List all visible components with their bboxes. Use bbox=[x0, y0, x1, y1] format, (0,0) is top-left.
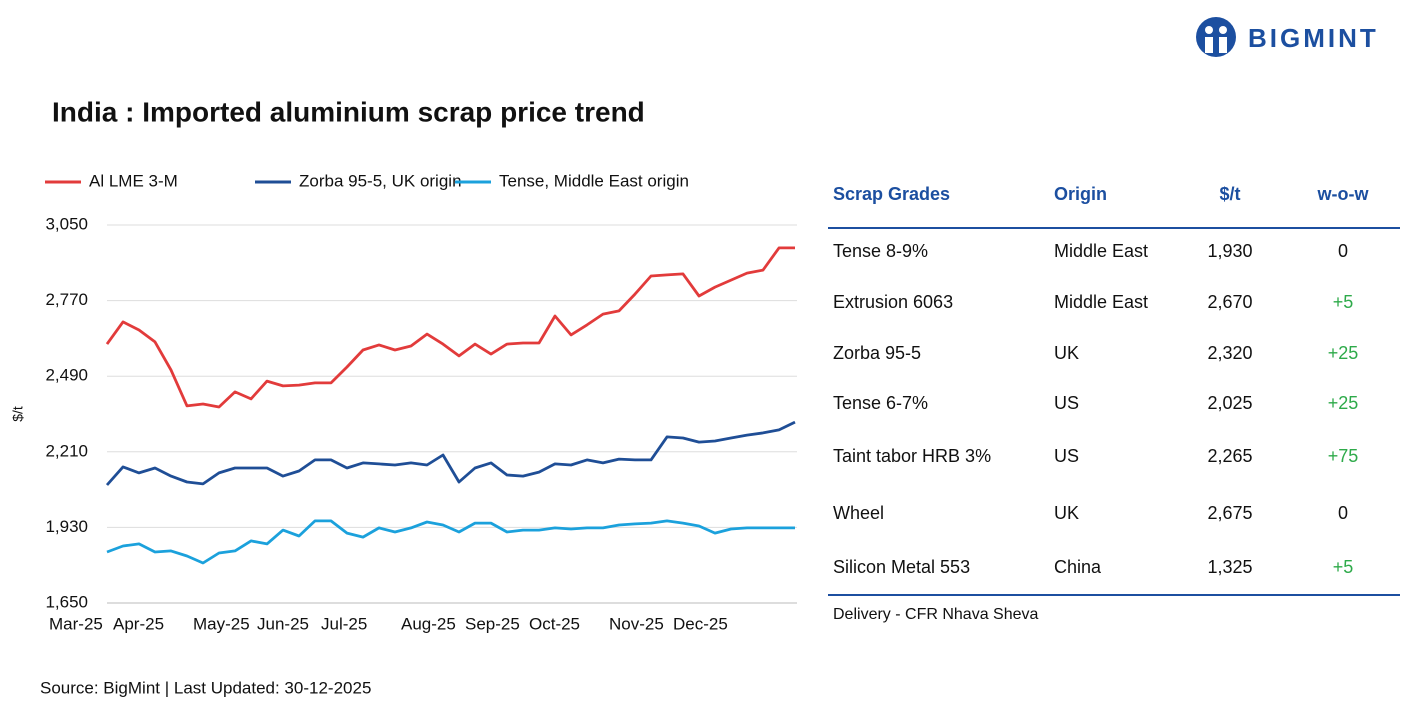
x-tick-label: Sep-25 bbox=[465, 614, 520, 633]
source: Source: BigMint | Last Updated: 30-12-20… bbox=[40, 678, 371, 697]
table-cell: Extrusion 6063 bbox=[833, 292, 953, 312]
series-line bbox=[105, 246, 795, 409]
table-header: Scrap Grades bbox=[833, 184, 950, 204]
table-cell: UK bbox=[1054, 343, 1079, 363]
table-cell: 2,025 bbox=[1207, 393, 1252, 413]
y-tick-label: 1,930 bbox=[45, 517, 88, 536]
table-note: Delivery - CFR Nhava Sheva bbox=[833, 606, 1039, 623]
table-cell: +5 bbox=[1333, 292, 1354, 312]
logo-icon bbox=[1205, 37, 1213, 53]
table-cell: +25 bbox=[1328, 343, 1359, 363]
x-tick-label: Apr-25 bbox=[113, 614, 164, 633]
table-cell: 2,320 bbox=[1207, 343, 1252, 363]
table-cell: Taint tabor HRB 3% bbox=[833, 446, 991, 466]
x-tick-label: Oct-25 bbox=[529, 614, 580, 633]
legend-label: Al LME 3-M bbox=[89, 171, 178, 190]
logo-icon bbox=[1219, 26, 1227, 34]
table-cell: Zorba 95-5 bbox=[833, 343, 921, 363]
table-cell: Middle East bbox=[1054, 241, 1148, 261]
y-axis-label: $/t bbox=[10, 406, 26, 422]
logo-icon bbox=[1196, 17, 1236, 57]
x-tick-label: Aug-25 bbox=[401, 614, 456, 633]
x-tick-label: Dec-25 bbox=[673, 614, 728, 633]
table-header: w-o-w bbox=[1317, 184, 1370, 204]
logo: BIGMINT bbox=[1196, 17, 1379, 57]
logo-icon bbox=[1219, 37, 1227, 53]
logo-icon bbox=[1205, 26, 1213, 34]
table-cell: UK bbox=[1054, 503, 1079, 523]
table-cell: +75 bbox=[1328, 446, 1359, 466]
y-tick-label: 1,650 bbox=[45, 592, 88, 611]
table-header: $/t bbox=[1219, 184, 1240, 204]
table-cell: 2,265 bbox=[1207, 446, 1252, 466]
legend-label: Tense, Middle East origin bbox=[499, 171, 689, 190]
table-cell: Tense 6-7% bbox=[833, 393, 928, 413]
table-cell: +5 bbox=[1333, 557, 1354, 577]
table-cell: 1,930 bbox=[1207, 241, 1252, 261]
x-tick-label: Nov-25 bbox=[609, 614, 664, 633]
legend-label: Zorba 95-5, UK origin bbox=[299, 171, 462, 190]
x-tick-label: Jun-25 bbox=[257, 614, 309, 633]
table-cell: China bbox=[1054, 557, 1102, 577]
table-cell: 1,325 bbox=[1207, 557, 1252, 577]
table-cell: Silicon Metal 553 bbox=[833, 557, 970, 577]
table-cell: Wheel bbox=[833, 503, 884, 523]
table-cell: US bbox=[1054, 393, 1079, 413]
table-cell: Middle East bbox=[1054, 292, 1148, 312]
table-cell: 2,675 bbox=[1207, 503, 1252, 523]
table-header: Origin bbox=[1054, 184, 1107, 204]
table-cell: 0 bbox=[1338, 503, 1348, 523]
logo-text: BIGMINT bbox=[1248, 23, 1379, 53]
x-tick-label: May-25 bbox=[193, 614, 250, 633]
table-cell: Tense 8-9% bbox=[833, 241, 928, 261]
table-cell: 2,670 bbox=[1207, 292, 1252, 312]
table-cell: 0 bbox=[1338, 241, 1348, 261]
chart-title: India : Imported aluminium scrap price t… bbox=[52, 96, 645, 127]
x-tick-label: Jul-25 bbox=[321, 614, 367, 633]
series-line bbox=[105, 420, 796, 486]
y-tick-label: 2,770 bbox=[45, 290, 88, 309]
y-tick-label: 3,050 bbox=[45, 214, 88, 233]
y-tick-label: 2,490 bbox=[45, 366, 88, 385]
x-tick-label: Mar-25 bbox=[49, 614, 103, 633]
series-line bbox=[106, 519, 795, 565]
table-cell: +25 bbox=[1328, 393, 1359, 413]
y-tick-label: 2,210 bbox=[45, 441, 88, 460]
table-cell: US bbox=[1054, 446, 1079, 466]
